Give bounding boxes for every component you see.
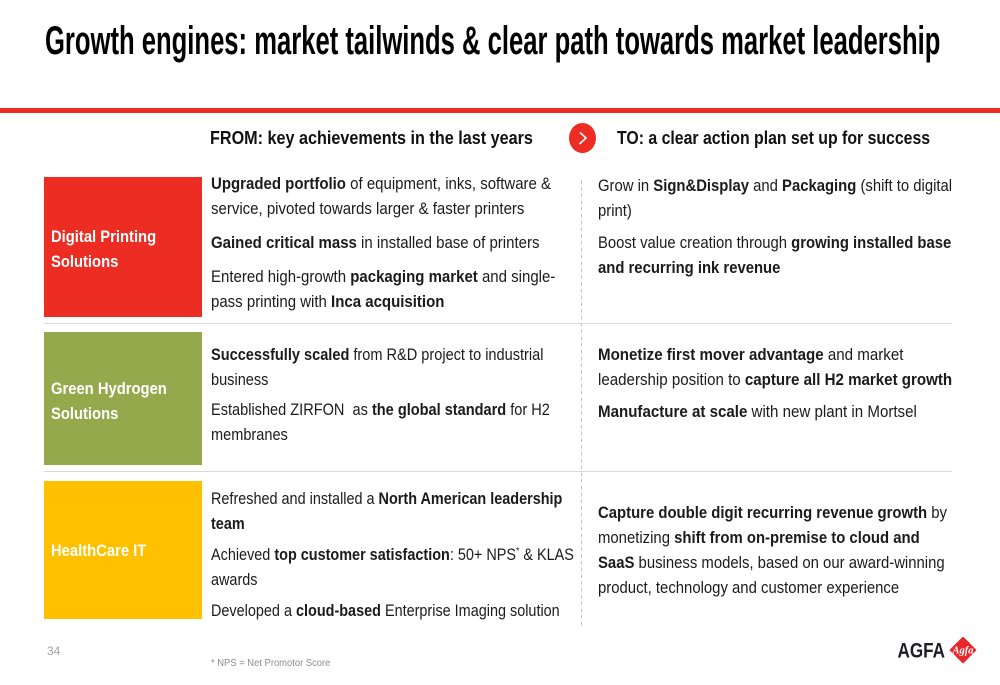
svg-text:AGFA: AGFA <box>898 638 946 662</box>
svg-text:Agfa: Agfa <box>952 646 974 657</box>
